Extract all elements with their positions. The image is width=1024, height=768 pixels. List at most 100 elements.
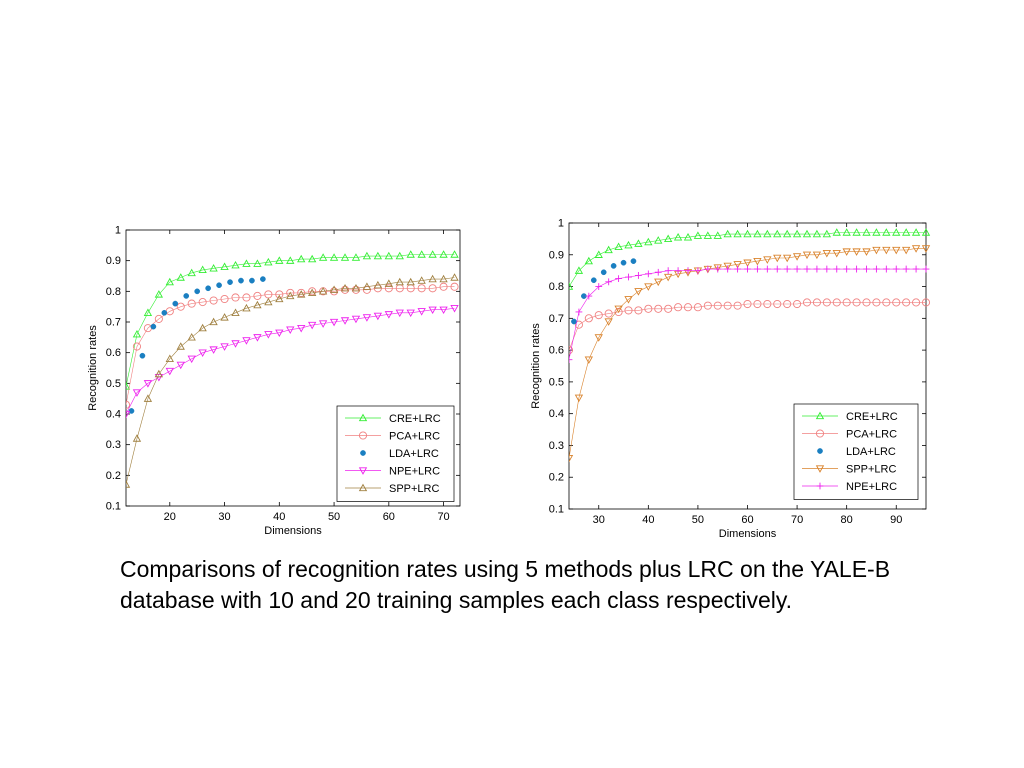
data-point — [684, 267, 692, 275]
data-point — [275, 256, 284, 264]
y-tick-label: 1 — [558, 218, 564, 230]
legend-item-spp-lrc: SPP+LRC — [802, 464, 896, 476]
series-spp-lrc — [126, 273, 459, 488]
data-point — [624, 296, 633, 304]
data-point — [753, 257, 762, 266]
data-point — [242, 303, 251, 312]
x-tick-label: 70 — [437, 511, 449, 523]
x-axis-label: Dimensions — [719, 528, 777, 540]
data-point — [664, 234, 673, 243]
x-tick-label: 40 — [642, 514, 654, 526]
data-point — [253, 291, 262, 300]
x-tick-label: 60 — [741, 514, 753, 526]
data-point — [584, 314, 593, 323]
data-point — [832, 298, 841, 307]
legend-label: PCA+LRC — [389, 431, 440, 443]
data-point — [683, 303, 693, 312]
legend-label: SPP+LRC — [846, 464, 896, 476]
data-point — [216, 282, 222, 289]
data-point — [783, 229, 792, 238]
data-point — [450, 282, 459, 291]
data-point — [428, 274, 437, 283]
data-point — [187, 333, 196, 341]
data-point — [574, 266, 584, 274]
data-point — [614, 307, 623, 317]
legend-item-lda-lrc: LDA+LRC — [360, 448, 439, 460]
data-point — [242, 259, 251, 267]
y-axis-label: Recognition rates — [87, 325, 99, 411]
y-tick-label: 0.1 — [549, 504, 564, 516]
data-point — [882, 228, 891, 236]
data-point — [822, 250, 831, 258]
data-point — [644, 237, 653, 246]
data-point — [439, 306, 448, 315]
data-point — [922, 265, 930, 273]
data-point — [792, 229, 802, 238]
data-point — [872, 228, 881, 236]
data-point — [362, 314, 372, 322]
data-point — [862, 228, 871, 236]
data-point — [275, 290, 284, 299]
y-tick-label: 0.3 — [549, 440, 564, 452]
data-point — [862, 248, 871, 256]
data-point — [253, 259, 262, 267]
data-point — [614, 305, 623, 314]
data-point — [154, 290, 164, 298]
data-point — [227, 279, 233, 285]
legend-label: CRE+LRC — [389, 413, 441, 425]
data-point — [693, 303, 702, 312]
data-point — [132, 389, 142, 397]
data-point — [743, 299, 752, 309]
legend-item-cre-lrc: CRE+LRC — [345, 413, 441, 425]
x-tick-label: 80 — [841, 514, 853, 526]
data-point — [417, 308, 426, 316]
data-point — [683, 232, 693, 241]
data-point — [763, 299, 772, 309]
y-tick-label: 0.8 — [106, 286, 121, 298]
data-point — [783, 299, 792, 309]
data-point — [297, 288, 306, 297]
data-point — [165, 367, 174, 376]
data-point — [249, 277, 255, 284]
legend-box — [336, 405, 455, 502]
data-point — [307, 288, 317, 297]
data-point — [773, 265, 781, 273]
data-point — [754, 265, 761, 273]
data-point — [634, 288, 643, 296]
data-point — [664, 267, 672, 275]
data-point — [694, 267, 702, 275]
data-point — [793, 265, 801, 273]
x-tick-label: 50 — [692, 514, 704, 526]
data-point — [853, 265, 860, 273]
y-tick-label: 0.1 — [106, 501, 121, 513]
data-point — [373, 251, 383, 260]
data-point — [704, 265, 712, 273]
x-tick-label: 60 — [383, 511, 395, 523]
data-point — [673, 232, 683, 241]
data-point — [822, 298, 831, 307]
left-recognition-chart: 0.1 0.2 0.3 0.4 0.5 0.6 0.7 0.8 0.9 1 20 30 40 50 60 70… — [87, 225, 461, 537]
y-tick-label: 0.9 — [549, 249, 564, 261]
data-point — [450, 273, 459, 281]
data-point — [852, 298, 861, 307]
data-point — [773, 299, 782, 309]
data-point — [569, 454, 574, 463]
data-point — [783, 265, 791, 273]
data-point — [723, 262, 732, 271]
series-lda-lrc — [571, 258, 637, 325]
legend-item-npe-lrc: NPE+LRC — [802, 481, 897, 493]
right-recognition-chart: 0.1 0.2 0.3 0.4 0.5 0.6 0.7 0.8 0.9 1 30 40 50 60 70 80… — [530, 218, 931, 540]
series-cre-lrc — [569, 228, 931, 290]
y-tick-label: 0.2 — [106, 470, 121, 482]
data-point — [417, 250, 426, 258]
data-point — [297, 324, 306, 333]
data-point — [921, 298, 931, 307]
data-point — [813, 265, 821, 273]
data-point — [176, 342, 185, 350]
data-point — [395, 309, 404, 318]
y-tick-label: 0.2 — [549, 472, 564, 484]
data-point — [154, 314, 163, 323]
legend-label: LDA+LRC — [846, 446, 896, 458]
legend-marker — [358, 467, 368, 475]
data-point — [630, 258, 637, 264]
